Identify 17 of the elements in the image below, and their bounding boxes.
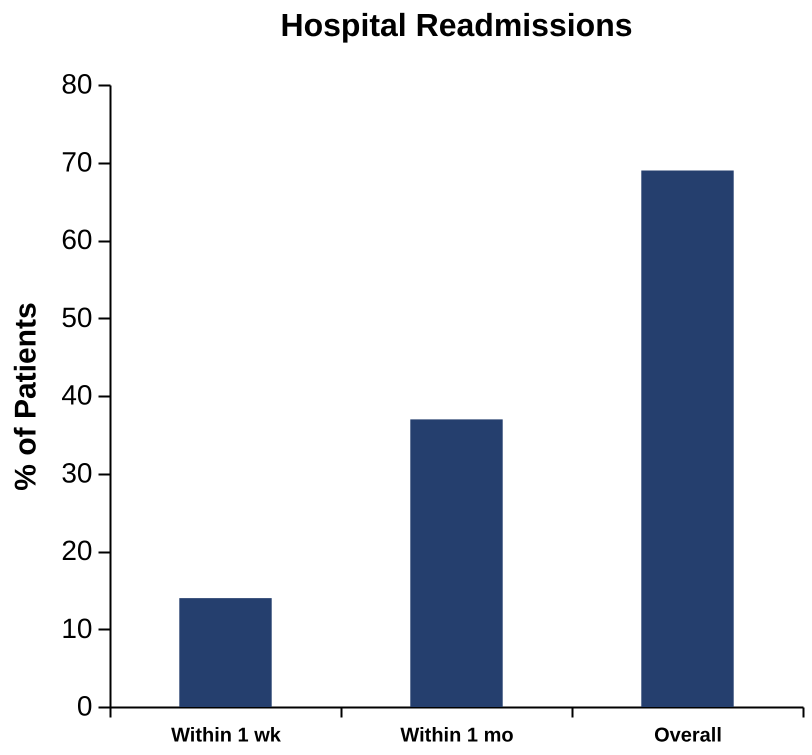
x-tick-label: Within 1 wk (171, 724, 282, 746)
x-tick-label: Within 1 mo (400, 724, 514, 746)
y-axis-title: % of Patients (9, 302, 42, 491)
x-tick-label: Overall (654, 724, 722, 746)
bar (179, 598, 272, 707)
y-tick-label: 30 (61, 457, 92, 488)
y-tick-label: 80 (61, 68, 92, 100)
y-tick-label: 10 (61, 612, 92, 644)
y-tick-label: 40 (61, 380, 92, 410)
bar (641, 170, 734, 707)
y-tick-label: 20 (61, 535, 92, 566)
chart-title: Hospital Readmissions (280, 7, 633, 43)
y-tick-label: 60 (61, 224, 92, 255)
y-tick-label: 70 (61, 146, 92, 178)
y-tick-label: 50 (61, 302, 92, 333)
y-tick-label: 0 (76, 690, 92, 722)
bar (410, 419, 503, 707)
